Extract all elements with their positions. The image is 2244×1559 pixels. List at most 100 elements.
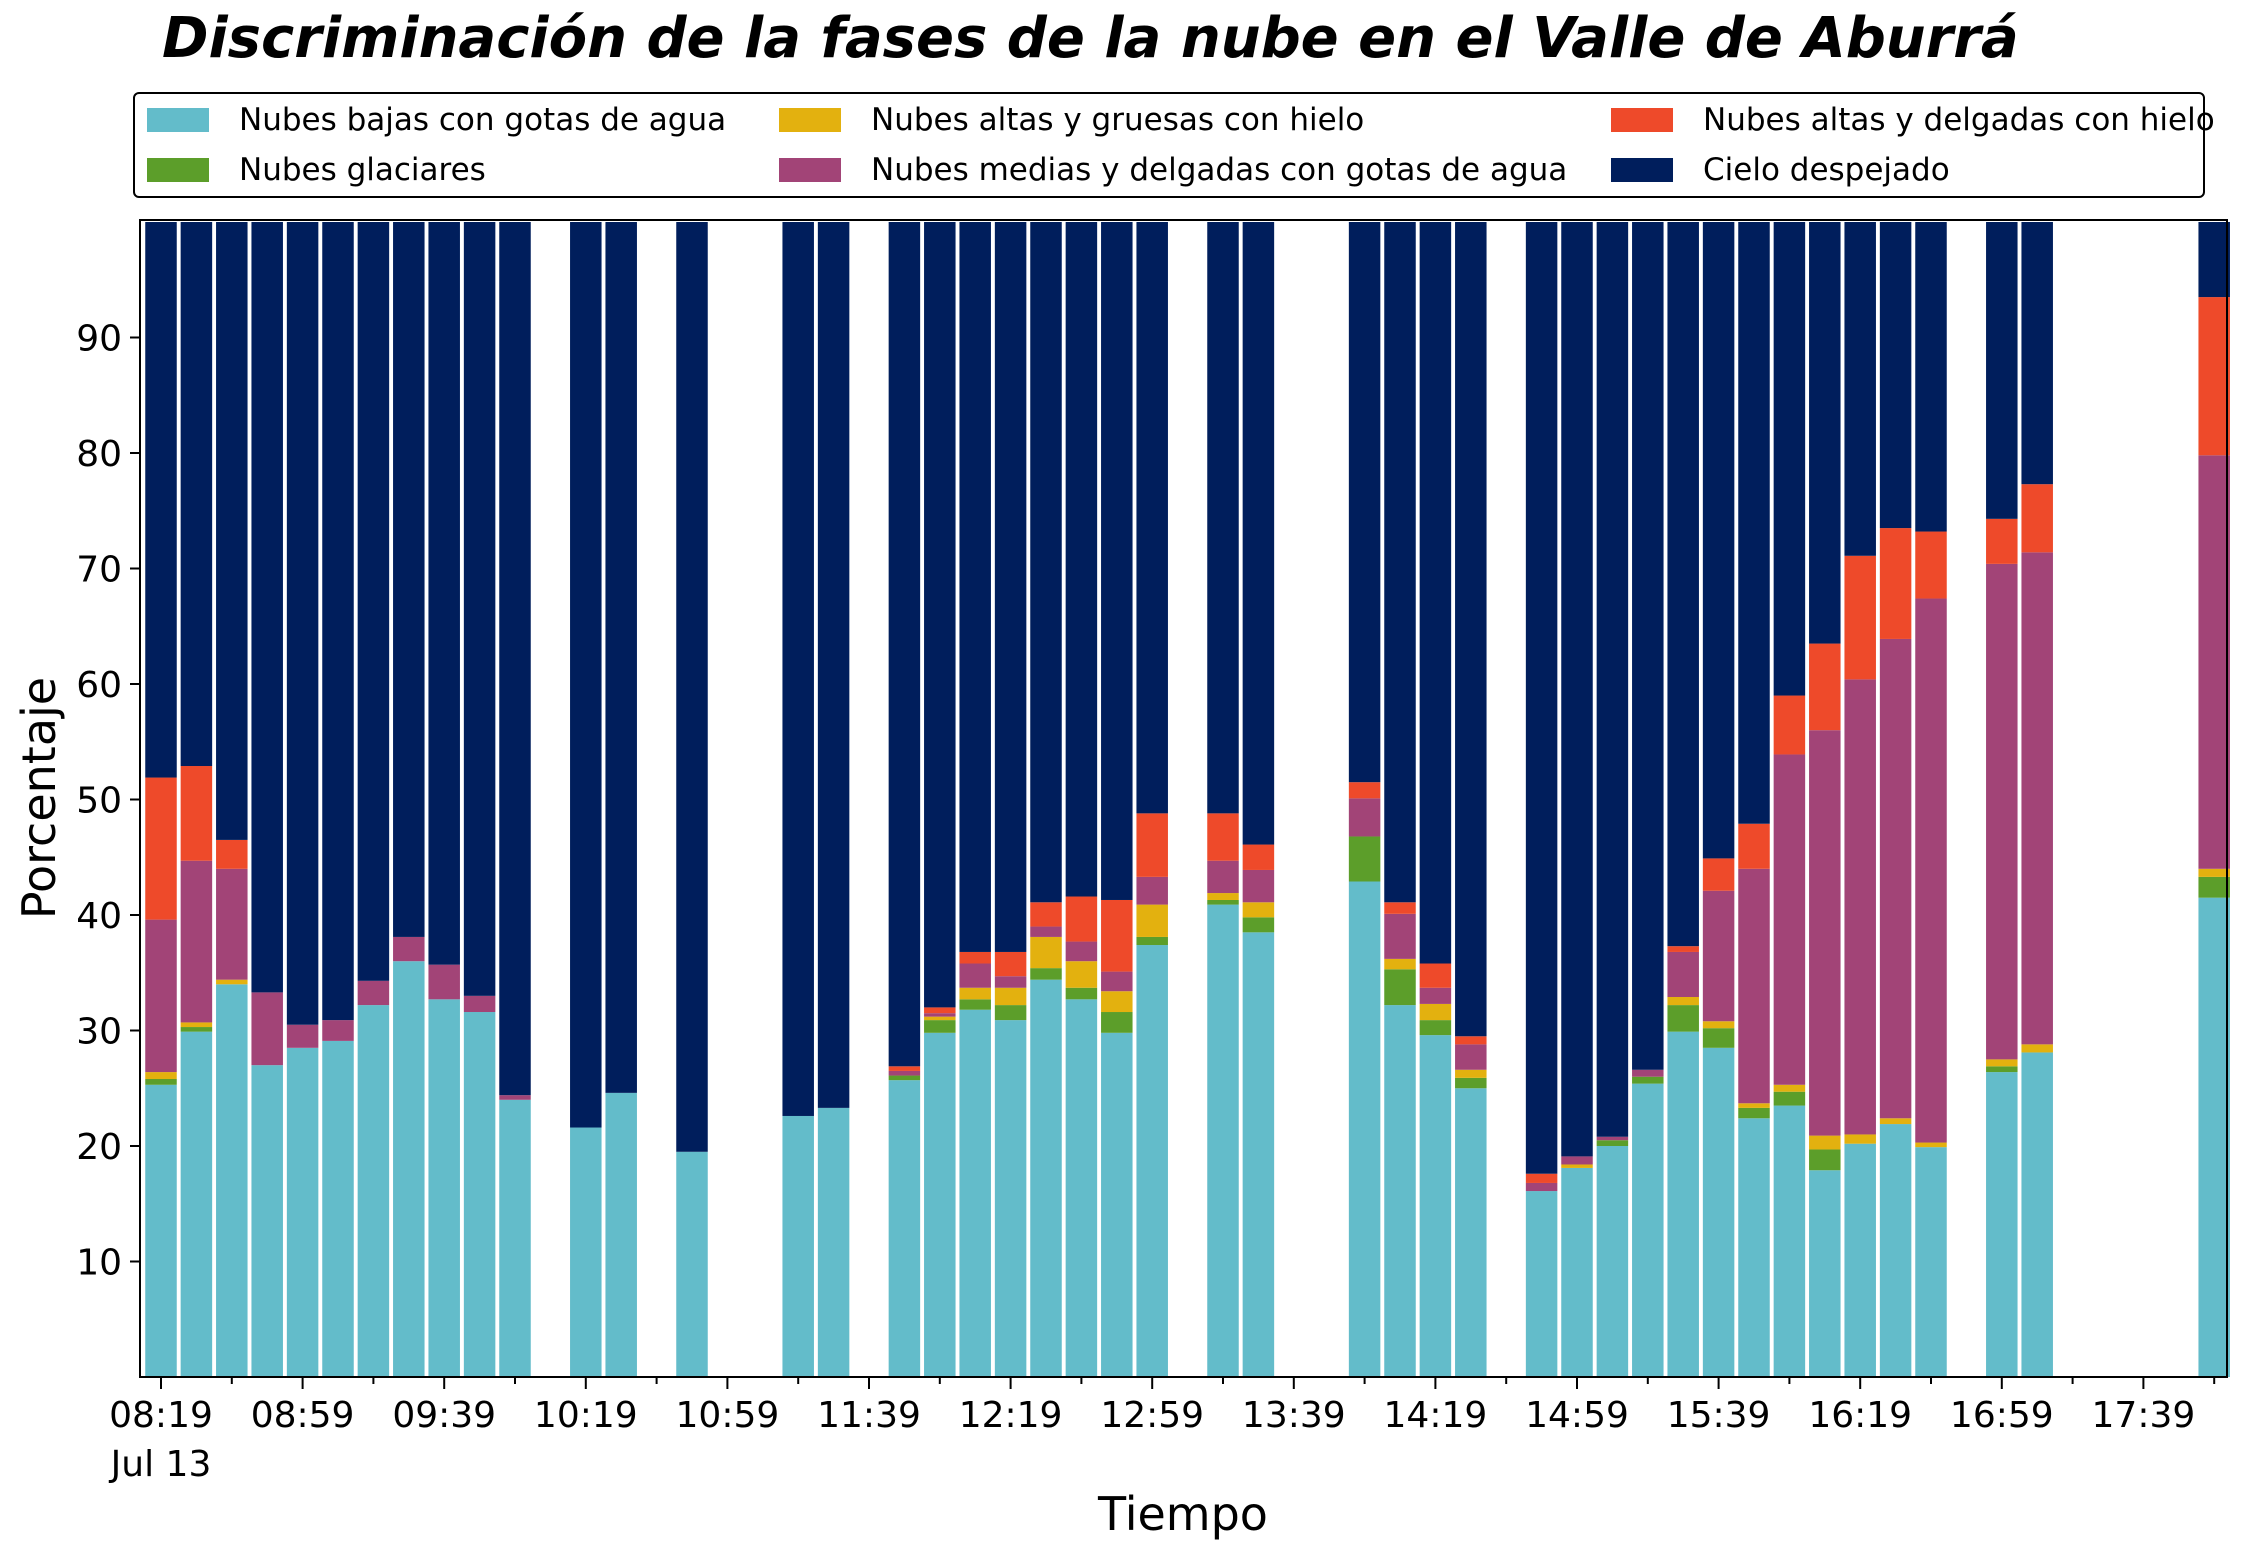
bar-segment-5	[1348, 782, 1381, 799]
bar-segment-4	[463, 995, 496, 1013]
bar-segment-4	[1384, 913, 1416, 959]
bar-segment-5	[1384, 902, 1416, 914]
bar-segment-5	[1207, 813, 1239, 861]
legend-swatch	[147, 158, 209, 182]
stacked-bar-1259	[1136, 222, 1168, 1377]
legend-label: Nubes bajas con gotas de agua	[239, 102, 727, 138]
legend-swatch	[147, 108, 209, 132]
bar-segment-6	[180, 222, 213, 767]
bar-segment-6	[2021, 222, 2053, 485]
bar-segment-3	[1702, 1021, 1735, 1029]
legend: Nubes bajas con gotas de agua Nubes glac…	[133, 92, 2215, 198]
bar-segment-4	[959, 963, 991, 988]
bar-segment-1	[1030, 979, 1062, 1377]
bar-segment-3	[2021, 1044, 2053, 1053]
bar-segment-2	[1986, 1066, 2018, 1073]
bar-segment-6	[499, 222, 531, 1096]
bar-segment-4	[924, 1013, 956, 1017]
bar-segment-4	[1702, 890, 1735, 1022]
x-tick-label: 08:19	[109, 1395, 213, 1436]
stacked-bar-1619	[1844, 222, 1876, 1377]
bar-segment-5	[1879, 528, 1912, 639]
bar-segment-1	[286, 1047, 319, 1377]
stacked-bar-1449	[1525, 222, 1558, 1377]
stacked-bar-1629	[1879, 222, 1912, 1377]
bar-segment-3	[1207, 893, 1239, 900]
x-date-label: Jul 13	[109, 1444, 212, 1485]
bar-segment-4	[1242, 869, 1275, 903]
bar-segment-6	[286, 222, 319, 1025]
bar-segment-4	[1348, 798, 1381, 837]
bar-segment-6	[1561, 222, 1593, 1157]
bar-segment-6	[1348, 222, 1381, 783]
x-tick-label: 14:59	[1525, 1395, 1629, 1436]
bar-segment-6	[1702, 222, 1735, 859]
stacked-bar-1659	[1986, 222, 2018, 1377]
bar-segment-5	[2021, 484, 2053, 553]
stacked-bar-1419	[1419, 222, 1452, 1377]
bar-segment-3	[1065, 961, 1098, 988]
bar-segment-4	[2021, 552, 2053, 1045]
bar-segment-1	[782, 1115, 814, 1377]
bar-segment-6	[428, 222, 460, 965]
bar-segment-1	[1738, 1118, 1770, 1377]
bar-segment-4	[1738, 868, 1770, 1104]
y-tick-label: 80	[76, 434, 122, 475]
stacked-bar-1049	[676, 222, 708, 1377]
bar-segment-3	[1419, 1003, 1452, 1021]
bar-segment-6	[888, 222, 921, 1067]
bar-segment-3	[959, 987, 991, 1000]
stacked-bar-0839	[216, 222, 248, 1377]
bar-segment-5	[1419, 963, 1452, 988]
bar-segment-5	[1101, 899, 1133, 972]
stacked-bar-1539	[1702, 222, 1735, 1377]
bar-segment-2	[1101, 1012, 1133, 1033]
bar-segment-5	[1738, 823, 1770, 869]
bar-segment-2	[180, 1027, 213, 1032]
bar-segment-1	[1809, 1170, 1841, 1377]
stacked-bar-1249	[1101, 222, 1133, 1377]
bar-segment-4	[1667, 951, 1699, 997]
bar-segment-4	[1101, 971, 1133, 992]
y-tick-label: 50	[76, 781, 122, 822]
bar-segment-5	[1455, 1036, 1487, 1045]
bar-segment-3	[1809, 1135, 1841, 1150]
bar-segment-5	[1525, 1173, 1558, 1183]
stacked-bar-1549	[1738, 222, 1770, 1377]
stacked-bar-1119	[782, 222, 814, 1377]
bar-segment-2	[1596, 1140, 1629, 1146]
bar-segment-3	[1384, 958, 1416, 970]
bar-segment-4	[1455, 1044, 1487, 1070]
bar-segment-1	[888, 1080, 921, 1377]
x-tick-label: 16:19	[1808, 1395, 1912, 1436]
bar-segment-6	[322, 222, 354, 1021]
stacked-bar-1219	[994, 222, 1027, 1377]
stacked-bar-1639	[1915, 222, 1947, 1377]
stacked-bar-0849	[251, 222, 283, 1377]
stacked-bar-1019	[570, 222, 602, 1377]
bar-segment-4	[1632, 1069, 1664, 1077]
legend-label: Cielo despejado	[1703, 152, 1950, 188]
bar-segment-1	[1348, 881, 1381, 1377]
bar-segment-6	[393, 222, 425, 937]
bar-segment-2	[1384, 969, 1416, 1006]
bar-segment-4	[393, 936, 425, 962]
bar-segment-5	[1030, 902, 1062, 927]
bar-segment-4	[1879, 638, 1912, 1119]
bar-segment-2	[888, 1075, 921, 1081]
bar-segment-6	[2198, 222, 2230, 298]
x-tick-label: 12:59	[1100, 1395, 1204, 1436]
bar-segment-2	[1773, 1091, 1806, 1106]
stacked-bar-1149	[888, 222, 921, 1377]
bar-segment-1	[1242, 932, 1275, 1377]
bar-segment-5	[1986, 518, 2018, 564]
bar-segment-6	[216, 222, 248, 840]
stacked-bar-1409	[1384, 222, 1416, 1377]
bar-segment-3	[1030, 936, 1062, 969]
bars-layer	[145, 222, 2230, 1377]
bar-segment-2	[1136, 936, 1168, 946]
bar-segment-3	[1101, 991, 1133, 1013]
bar-segment-1	[1702, 1047, 1735, 1377]
bar-segment-5	[959, 951, 991, 964]
bar-segment-4	[286, 1024, 319, 1048]
